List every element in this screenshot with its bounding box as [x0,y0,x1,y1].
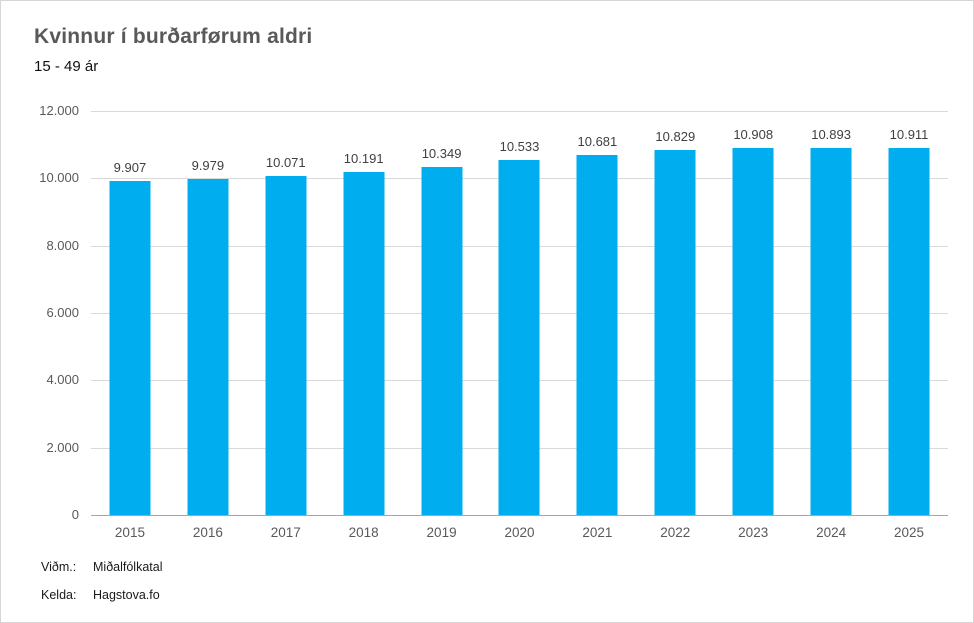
x-tick-label-2020: 2020 [504,525,535,540]
bar-2017 [265,175,307,515]
x-axis: 2015 2016 2017 2018 2019 2020 2021 2022 2023 2024… [91,525,948,541]
x-tick-label-2018: 2018 [348,525,379,540]
y-tick-label: 2.000 [46,439,79,455]
x-tick-label-2025: 2025 [893,525,925,540]
x-tick-label-2017: 2017 [270,525,301,540]
data-label-2025: 10.911 [889,126,929,142]
source-value: Hagstova.fo [93,588,160,602]
data-label-2020: 10.533 [499,139,540,155]
bar-2019 [421,166,463,515]
bar-slot-2021: 10.681 [558,111,636,515]
y-tick-label: 4.000 [46,372,79,388]
y-tick-label: 6.000 [46,305,79,320]
data-label-2021: 10.681 [577,134,618,150]
x-tick-label-2024: 2024 [816,525,847,540]
x-tick-label-2023: 2023 [738,525,769,540]
data-label-2015: 9.907 [113,160,147,176]
bar-2022 [654,150,696,515]
y-tick-label: 12.000 [39,103,79,118]
data-label-2017: 10.071 [265,154,306,170]
bar-slot-2023: 10.908 [714,111,792,515]
x-tick-label-2021: 2021 [582,525,613,540]
y-axis: 0 2.000 4.000 6.000 8.000 10.000 12.000 [1,1,79,622]
x-tick-label-2015: 2015 [114,525,145,540]
bar-slot-2017: 10.071 [247,111,325,515]
data-label-2018: 10.191 [343,150,384,166]
bar-slot-2020: 10.533 [481,111,559,515]
bar-2020 [498,160,540,515]
data-label-2019: 10.349 [421,145,462,161]
gridline [91,111,948,112]
bar-slot-2022: 10.829 [636,111,714,515]
footnote-value: Miðalfólkatal [93,560,163,574]
chart-footer: Viðm.: Miðalfólkatal Kelda: Hagstova.fo [41,559,162,615]
y-tick-label: 0 [71,507,79,522]
footnote-row: Viðm.: Miðalfólkatal [41,559,162,575]
chart-subtitle: 15 - 49 ár [34,58,99,75]
bar-2016 [187,179,229,515]
x-tick-label-2016: 2016 [192,525,223,540]
bar-slot-2019: 10.349 [403,111,481,515]
x-tick-label-2022: 2022 [660,525,691,540]
bar-slot-2015: 9.907 [91,111,169,515]
bar-2024 [810,148,852,515]
bar-slot-2016: 9.979 [169,111,247,515]
plot-area: 9.907 9.979 10.071 10.191 10.349 10.533 10.681… [91,111,948,516]
bar-2025 [888,147,930,515]
x-tick-label-2019: 2019 [426,525,457,540]
data-label-2024: 10.893 [811,127,851,143]
data-label-2023: 10.908 [733,126,774,142]
bar-2015 [109,181,151,515]
bar-slot-2024: 10.893 [792,111,870,515]
bar-2018 [343,171,385,515]
data-label-2016: 9.979 [191,158,225,174]
footnote-label: Viðm.: [41,560,77,574]
bar-2021 [576,155,618,515]
chart-title: Kvinnur í burðarførum aldri [34,25,313,48]
bar-2023 [732,147,774,515]
y-tick-label: 8.000 [46,237,79,253]
data-label-2022: 10.829 [655,129,696,145]
bar-series: 9.907 9.979 10.071 10.191 10.349 10.533 10.681… [91,111,948,515]
bar-slot-2025: 10.911 [870,111,948,515]
y-tick-label: 10.000 [39,170,79,186]
x-axis-line [91,515,948,516]
source-label: Kelda: [41,588,77,602]
source-row: Kelda: Hagstova.fo [41,587,162,603]
bar-slot-2018: 10.191 [325,111,403,515]
